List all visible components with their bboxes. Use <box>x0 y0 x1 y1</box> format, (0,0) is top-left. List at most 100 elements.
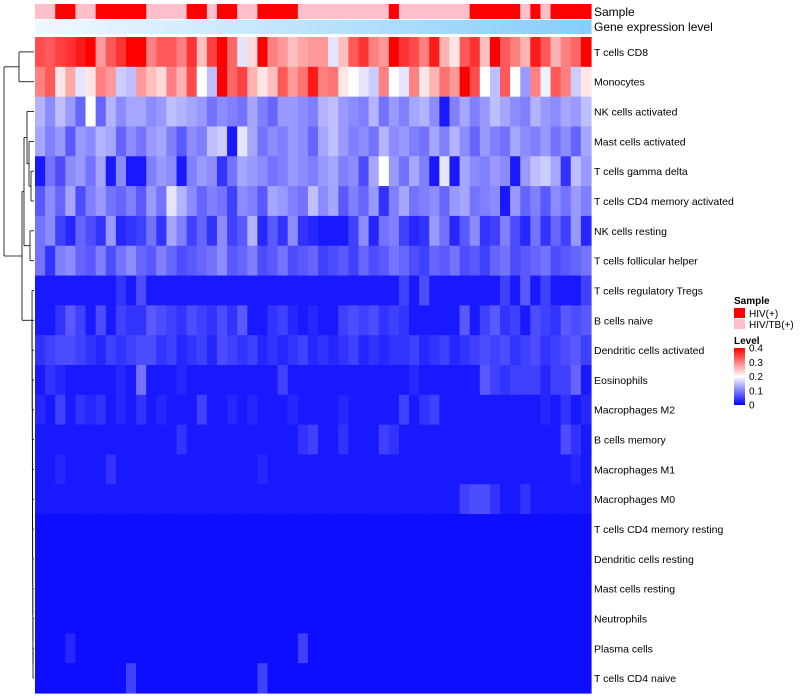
sample-annotation-cell <box>95 4 107 19</box>
sample-annotation-cell <box>105 4 117 19</box>
heatmap-cell <box>520 424 531 456</box>
heatmap-cell <box>550 394 562 426</box>
heatmap-cell <box>125 573 137 605</box>
heatmap-cell <box>35 305 46 336</box>
legend-swatch-hiv <box>734 308 745 318</box>
heatmap-cell <box>419 663 430 694</box>
heatmap-cell <box>186 37 198 68</box>
heatmap-cell <box>318 454 329 485</box>
heatmap-cell <box>125 663 137 694</box>
heatmap-cell <box>156 543 168 575</box>
heatmap-cell <box>65 543 77 575</box>
row-label: Plasma cells <box>594 643 653 655</box>
heatmap-cell <box>297 275 309 306</box>
heatmap-cell <box>247 365 258 396</box>
heatmap-cell <box>318 66 329 98</box>
heatmap-cell <box>196 126 208 157</box>
heatmap-cell <box>125 603 137 634</box>
heatmap-cell <box>227 126 238 157</box>
heatmap-cell <box>267 663 279 694</box>
heatmap-cell <box>328 484 339 515</box>
heatmap-cell <box>257 275 269 306</box>
heatmap-cell <box>166 394 178 426</box>
heatmap-cell <box>297 66 309 98</box>
heatmap-cell <box>378 633 390 664</box>
heatmap-cell <box>176 215 188 247</box>
heatmap-cell <box>227 573 238 605</box>
heatmap-cell <box>388 305 400 336</box>
heatmap-cell <box>146 37 157 68</box>
heatmap-cell <box>409 96 420 128</box>
heatmap-cell <box>277 514 289 545</box>
heatmap-cell <box>166 663 178 694</box>
heatmap-cell <box>429 394 440 426</box>
heatmap-cell <box>358 66 370 98</box>
heatmap-cell <box>227 37 238 68</box>
heatmap-cell <box>419 484 430 515</box>
heatmap-cell <box>429 305 440 336</box>
heatmap-cell <box>237 663 248 694</box>
heatmap-cell <box>318 335 329 366</box>
heatmap-cell <box>65 484 77 515</box>
heatmap-cell <box>95 603 107 634</box>
heatmap-cell <box>105 37 117 68</box>
heatmap-cell <box>540 663 552 694</box>
heatmap-cell <box>166 424 178 456</box>
heatmap-cell <box>257 186 269 217</box>
expression-annotation-cell <box>45 20 56 34</box>
expression-annotation-cell <box>469 20 481 34</box>
heatmap-cell <box>550 335 562 366</box>
heatmap-cell <box>398 603 410 634</box>
heatmap-cell <box>388 663 400 694</box>
heatmap-cell <box>429 335 440 366</box>
heatmap-cell <box>297 335 309 366</box>
heatmap-cell <box>429 484 440 515</box>
heatmap-cell <box>328 543 339 575</box>
heatmap-cell <box>540 573 552 605</box>
heatmap-cell <box>307 126 319 157</box>
heatmap-cell <box>580 37 592 68</box>
heatmap-cell <box>429 573 440 605</box>
heatmap-cell <box>439 215 451 247</box>
heatmap-cell <box>378 424 390 456</box>
heatmap-cell <box>429 215 440 247</box>
heatmap-cell <box>156 603 168 634</box>
heatmap-cell <box>328 424 339 456</box>
heatmap-cell <box>156 186 168 217</box>
sample-annotation-cell <box>459 4 471 19</box>
heatmap-cell <box>469 305 481 336</box>
heatmap-cell <box>297 305 309 336</box>
heatmap-cell <box>267 245 279 277</box>
heatmap-cell <box>136 37 147 68</box>
heatmap-cell <box>277 275 289 306</box>
heatmap-cell <box>338 454 349 485</box>
expression-annotation-cell <box>500 20 511 34</box>
heatmap-cell <box>398 96 410 128</box>
heatmap-cell <box>105 66 117 98</box>
heatmap-cell <box>348 514 360 545</box>
heatmap-cell <box>560 514 572 545</box>
heatmap-cell <box>267 275 279 306</box>
heatmap-cell <box>489 543 501 575</box>
heatmap-cell <box>358 275 370 306</box>
heatmap-cell <box>216 37 228 68</box>
heatmap-cell <box>227 245 238 277</box>
heatmap-cell <box>115 573 127 605</box>
heatmap-cell <box>307 633 319 664</box>
heatmap-cell <box>530 245 542 277</box>
expression-annotation-cell <box>328 20 339 34</box>
heatmap-cell <box>196 305 208 336</box>
heatmap-cell <box>267 514 279 545</box>
heatmap-cell <box>237 633 248 664</box>
heatmap-cell <box>338 335 349 366</box>
heatmap-cell <box>560 156 572 187</box>
heatmap-cell <box>328 126 339 157</box>
heatmap-cell <box>469 365 481 396</box>
heatmap-cell <box>176 305 188 336</box>
heatmap-cell <box>388 126 400 157</box>
heatmap-cell <box>237 126 248 157</box>
heatmap-cell <box>136 215 147 247</box>
level-tick-label: 0.2 <box>749 372 763 383</box>
heatmap-cell <box>287 126 299 157</box>
sample-annotation-cell <box>85 4 97 19</box>
